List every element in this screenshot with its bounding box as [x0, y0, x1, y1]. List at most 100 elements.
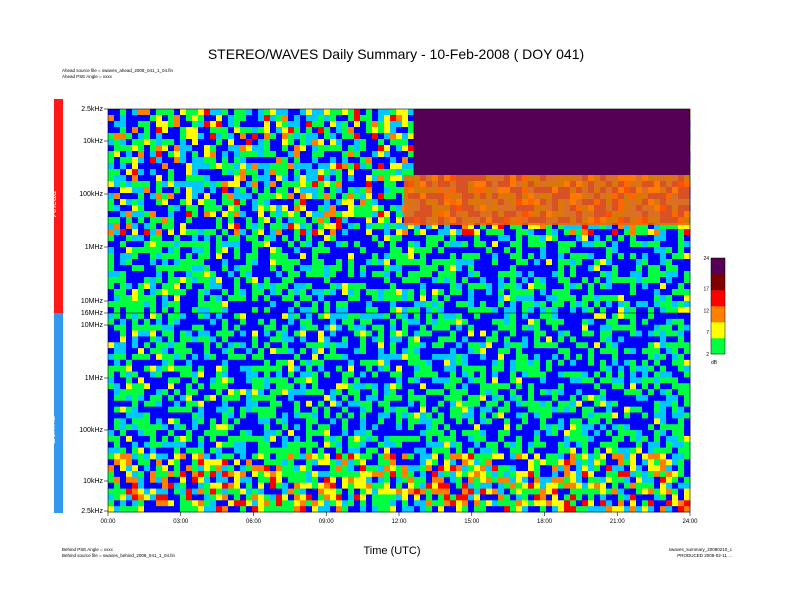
- spectrogram-cell: [354, 365, 361, 372]
- spectrogram-cell: [186, 205, 193, 212]
- spectrogram-cell: [420, 289, 427, 296]
- spectrogram-cell: [240, 205, 247, 212]
- spectrogram-cell: [204, 193, 211, 200]
- spectrogram-cell: [396, 115, 403, 122]
- spectrogram-cell: [204, 115, 211, 122]
- spectrogram-cell: [276, 283, 283, 290]
- spectrogram-cell: [204, 348, 211, 355]
- spectrogram-cell: [132, 353, 139, 361]
- spectrogram-cell: [366, 412, 373, 419]
- spectrogram-cell: [306, 336, 313, 343]
- spectrogram-cell: [312, 424, 319, 431]
- spectrogram-cell: [288, 157, 295, 164]
- spectrogram-cell: [378, 348, 385, 355]
- spectrogram-cell: [372, 459, 379, 466]
- spectrogram-cell: [366, 217, 373, 224]
- spectrogram-cell: [348, 259, 355, 266]
- spectrogram-cell: [408, 115, 415, 122]
- spectrogram-cell: [342, 211, 349, 218]
- spectrogram-cell: [348, 336, 355, 343]
- spectrogram-cell: [318, 506, 325, 513]
- spectrogram-cell: [648, 241, 655, 248]
- spectrogram-cell: [570, 223, 577, 230]
- spectrogram-cell: [120, 400, 127, 408]
- spectrogram-cell: [570, 283, 577, 290]
- spectrogram-cell: [270, 283, 277, 290]
- spectrogram-cell: [132, 199, 139, 206]
- spectrogram-cell: [444, 307, 451, 314]
- spectrogram-cell: [300, 163, 307, 170]
- spectrogram-cell: [150, 127, 157, 134]
- spectrogram-cell: [654, 265, 661, 272]
- spectrogram-cell: [534, 247, 541, 254]
- spectrogram-cell: [396, 500, 403, 507]
- spectrogram-cell: [450, 235, 457, 242]
- spectrogram-cell: [264, 181, 271, 188]
- spectrogram-cell: [324, 412, 331, 419]
- spectrogram-cell: [204, 482, 211, 489]
- spectrogram-cell: [294, 494, 301, 501]
- spectrogram-cell: [390, 265, 397, 272]
- spectrogram-cell: [672, 229, 679, 236]
- spectrogram-cell: [390, 418, 397, 425]
- spectrogram-cell: [414, 277, 421, 284]
- spectrogram-cell: [360, 199, 367, 206]
- spectrogram-cell: [252, 217, 259, 224]
- spectrogram-cell: [120, 359, 127, 367]
- spectrogram-cell: [288, 163, 295, 170]
- spectrogram-cell: [162, 115, 169, 122]
- spectrogram-cell: [276, 235, 283, 242]
- spectrogram-cell: [186, 133, 193, 140]
- spectrogram-cell: [312, 175, 319, 182]
- spectrogram-cell: [558, 283, 565, 290]
- spectrogram-cell: [216, 211, 223, 218]
- spectrogram-cell: [492, 229, 499, 236]
- spectrogram-cell: [360, 336, 367, 343]
- spectrogram-cell: [198, 400, 205, 408]
- spectrogram-cell: [186, 365, 193, 372]
- spectrogram-cell: [396, 400, 403, 408]
- spectrogram-cell: [366, 336, 373, 343]
- spectrogram-cell: [252, 133, 259, 140]
- spectrogram-cell: [336, 394, 343, 402]
- spectrogram-cell: [528, 271, 535, 278]
- spectrogram-cell: [312, 400, 319, 408]
- spectrogram-cell: [204, 175, 211, 182]
- spectrogram-cell: [120, 330, 127, 337]
- spectrogram-cell: [342, 199, 349, 206]
- spectrogram-cell: [180, 163, 187, 170]
- spectrogram-cell: [408, 145, 415, 152]
- spectrogram-cell: [246, 313, 253, 320]
- spectrogram-cell: [288, 342, 295, 349]
- spectrogram-cell: [204, 163, 211, 170]
- spectrogram-cell: [300, 471, 307, 478]
- spectrogram-cell: [162, 181, 169, 188]
- spectrogram-cell: [336, 109, 343, 116]
- spectrogram-cell: [330, 253, 337, 260]
- spectrogram-cell: [288, 482, 295, 489]
- spectrogram-cell: [354, 412, 361, 419]
- spectrogram-cell: [216, 169, 223, 176]
- spectrogram-cell: [390, 133, 397, 140]
- spectrogram-cell: [594, 301, 601, 308]
- spectrogram-cell: [408, 247, 415, 254]
- spectrogram-cell: [186, 199, 193, 206]
- spectrogram-cell: [300, 330, 307, 337]
- spectrogram-cell: [306, 217, 313, 224]
- spectrogram-cell: [240, 471, 247, 478]
- spectrogram-cell: [276, 265, 283, 272]
- spectrogram-cell: [360, 205, 367, 212]
- spectrogram-cell: [174, 394, 181, 402]
- spectrogram-cell: [372, 418, 379, 425]
- spectrogram-cell: [114, 412, 121, 419]
- spectrogram-cell: [372, 277, 379, 284]
- spectrogram-cell: [108, 163, 115, 170]
- spectrogram-cell: [114, 265, 121, 272]
- spectrogram-cell: [282, 435, 289, 443]
- spectrogram-cell: [234, 400, 241, 408]
- spectrogram-cell: [294, 488, 301, 495]
- spectrogram-cell: [624, 277, 631, 284]
- spectrogram-cell: [600, 295, 607, 302]
- spectrogram-cell: [366, 169, 373, 176]
- spectrogram-cell: [552, 235, 559, 242]
